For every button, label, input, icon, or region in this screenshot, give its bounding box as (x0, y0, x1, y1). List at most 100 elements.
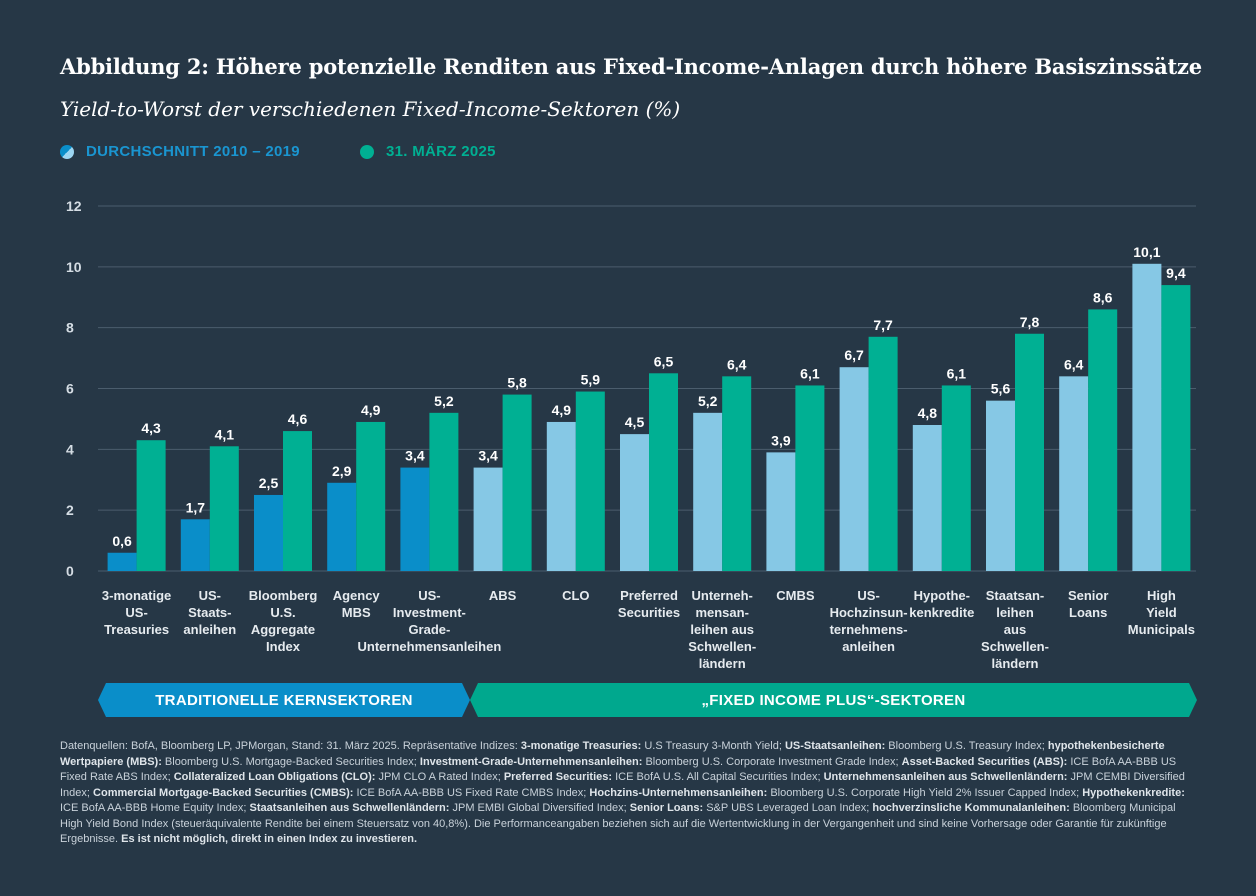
bar-average (693, 412, 723, 571)
footnote-text: ICE BofA U.S. All Capital Securities Ind… (615, 771, 824, 783)
x-category-label-line: anleihen (183, 622, 236, 637)
x-category-label: Senior Loans (1068, 588, 1108, 620)
legend-current-label: 31. MÄRZ 2025 (386, 143, 496, 160)
data-label-current: 6,1 (800, 365, 820, 381)
x-category-label-line: U.S. (270, 605, 295, 620)
x-category-label-line: Preferred (620, 588, 678, 603)
footnote-term: hypothekenbesicherte Wertpapiere (MBS): (60, 740, 1165, 768)
footnote-term: Commercial Mortgage-Backed Securities (C… (93, 786, 357, 799)
legend-average-swatch-icon (60, 144, 74, 159)
footnote-text: S&P UBS Leveraged Loan Index; (706, 802, 873, 814)
bar-average (546, 421, 576, 571)
band-traditional-sectors: TRADITIONELLE KERNSEKTOREN (98, 683, 470, 717)
bar-average (107, 552, 137, 571)
x-category-label-line: US- (857, 588, 879, 603)
footnote-term: 3-monatige Treasuries: (520, 740, 645, 752)
bar-average (473, 467, 503, 571)
data-label-current: 5,9 (581, 372, 601, 388)
data-label-current: 4,1 (215, 426, 235, 442)
x-category-label: CMBS (776, 588, 815, 603)
bar-current (722, 376, 752, 571)
footnote-text: JPM CEMBI Diversified Index; (60, 771, 1185, 799)
footnote-term: Senior Loans: (629, 802, 707, 814)
footnote: Datenquellen: BofA, Bloomberg LP, JPMorg… (60, 739, 1196, 848)
bar-average (620, 434, 649, 571)
x-category-label-line: Loans (1069, 605, 1107, 620)
bar-current (502, 394, 532, 571)
x-category-label-line: mensan- (695, 605, 748, 620)
data-label-current: 5,8 (507, 375, 527, 391)
x-category-label: Staatsan-leihen aus Schwellen-ländern (981, 588, 1049, 671)
bar-current (283, 431, 312, 571)
data-label-current: 5,2 (434, 393, 454, 409)
bar-average (327, 482, 357, 571)
footnote-term: hochverzinsliche Kommunalanleihen: (872, 802, 1073, 814)
x-category-label-line: ländern (992, 656, 1039, 671)
x-category-label-line: ABS (489, 588, 517, 603)
bar-average (986, 400, 1015, 571)
data-label-average: 3,4 (478, 448, 498, 464)
x-category-label-line: aus (1004, 622, 1026, 637)
x-category-label-line: US- (125, 605, 147, 620)
bar-average (1059, 376, 1089, 571)
footnote-text: Bloomberg U.S. Corporate High Yield 2% I… (770, 786, 1083, 799)
data-label-average: 4,5 (625, 414, 645, 430)
y-tick-label: 10 (66, 259, 82, 275)
bar-current (575, 391, 605, 571)
y-tick-label: 6 (66, 381, 74, 397)
x-category-label-line: MBS (342, 605, 371, 620)
bar-average (254, 494, 283, 571)
data-label-average: 6,4 (1064, 356, 1084, 372)
x-category-label-line: CMBS (776, 588, 815, 603)
data-label-current: 6,1 (947, 365, 967, 381)
legend: DURCHSCHNITT 2010 – 2019 31. MÄRZ 2025 (60, 143, 580, 163)
data-label-average: 3,4 (405, 448, 425, 464)
y-tick-label: 12 (66, 198, 82, 214)
y-tick-label: 0 (66, 563, 74, 579)
x-category-label-line: leihen aus (690, 622, 754, 637)
data-label-current: 7,7 (873, 317, 893, 333)
bar-average (180, 519, 210, 571)
data-label-current: 4,3 (141, 420, 161, 436)
footnote-term: Hypothekenkredite: (1082, 786, 1185, 799)
data-label-average: 0,6 (112, 533, 132, 549)
data-label-current: 4,9 (361, 402, 381, 418)
data-label-average: 5,2 (698, 393, 718, 409)
x-category-label-line: Grade- (408, 622, 450, 637)
data-label-average: 4,8 (918, 405, 938, 421)
bar-current (1015, 333, 1044, 571)
data-label-current: 8,6 (1093, 289, 1113, 305)
data-label-average: 4,9 (552, 402, 572, 418)
x-category-label-line: Staatsan- (986, 588, 1045, 603)
x-category-label: Preferred Securities (618, 588, 680, 620)
x-category-label-line: Hypothe- (914, 588, 970, 603)
data-label-average: 3,9 (771, 432, 791, 448)
bar-current (1161, 285, 1191, 571)
x-category-label-line: kenkredite (909, 605, 974, 620)
x-category-label-line: ländern (699, 656, 746, 671)
footnote-term: Asset-Backed Securities (ABS): (901, 755, 1071, 768)
footnote-text: ICE BofA AA-BBB US Fixed Rate ABS Index; (60, 755, 1177, 784)
x-category-label-line: Schwellen- (981, 639, 1049, 654)
x-category-label-line: US- (418, 588, 440, 603)
x-category-label: US- Investment- Grade- Unternehmensanleihen (358, 588, 502, 654)
band-traditional-label: TRADITIONELLE KERNSEKTOREN (155, 691, 413, 709)
x-category-label: Hypothe-kenkredite (909, 588, 974, 620)
chart-title: Abbildung 2: Höhere potenzielle Renditen… (60, 54, 1202, 79)
footnote-text: Bloomberg U.S. Mortgage-Backed Securitie… (164, 755, 420, 768)
footnote-text: Bloomberg U.S. Treasury Index; (888, 740, 1048, 752)
x-category-label-line: Securities (618, 605, 680, 620)
band-fixed-income-plus-sectors: „FIXED INCOME PLUS“-SEKTOREN (470, 683, 1197, 717)
x-category-label-line: ternehmens- (830, 622, 908, 637)
x-category-label-line: CLO (562, 588, 589, 603)
data-label-current: 4,6 (288, 411, 308, 427)
x-category-label-line: leihen (996, 605, 1034, 620)
x-category-label-line: Bloomberg (249, 588, 318, 603)
x-category-label: Bloomberg U.S. Aggregate Index (249, 588, 318, 654)
footnote-text: Datenquellen: BofA, Bloomberg LP, JPMorg… (60, 740, 521, 752)
x-category-label-line: anleihen (842, 639, 895, 654)
data-label-average: 10,1 (1133, 244, 1160, 260)
y-tick-label: 4 (66, 441, 74, 457)
footnote-text: Bloomberg U.S. Corporate Investment Grad… (645, 755, 902, 768)
bar-current (209, 446, 239, 571)
